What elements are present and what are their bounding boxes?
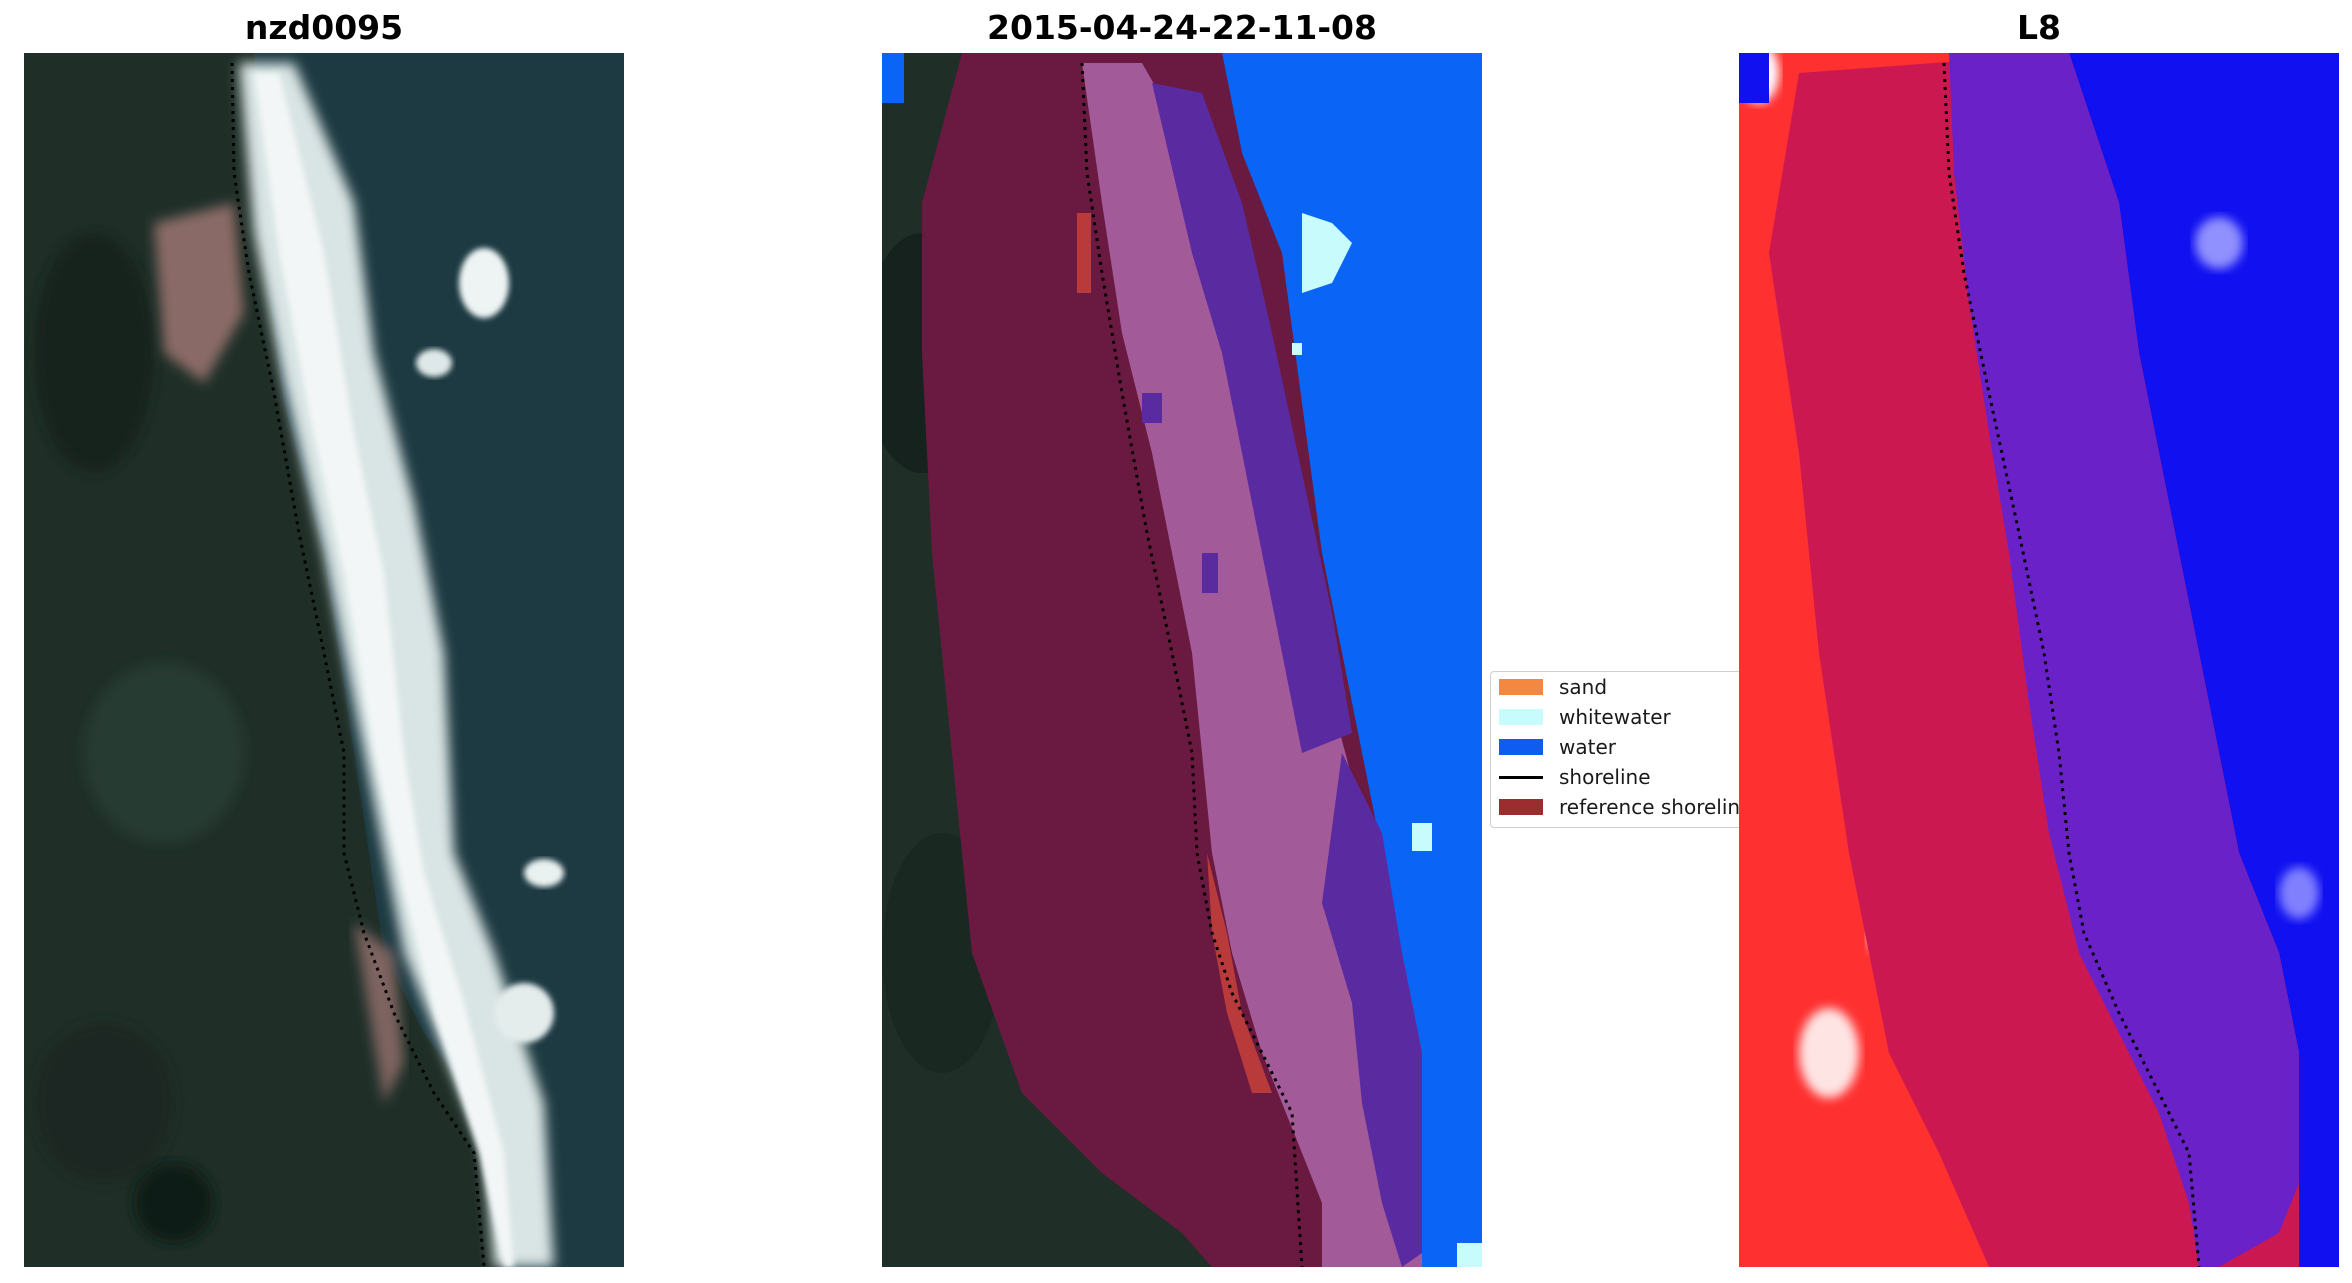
reference-shoreline-swatch bbox=[1499, 799, 1543, 815]
classification-panel bbox=[882, 53, 1482, 1267]
index-panel bbox=[1739, 53, 2339, 1267]
buffer-sand bbox=[1082, 63, 1422, 1267]
legend-label: whitewater bbox=[1559, 705, 1671, 729]
buffer-sea bbox=[1152, 83, 1352, 753]
legend-item-reference-shoreline: reference shoreline bbox=[1499, 795, 1746, 819]
legend-label: sand bbox=[1559, 675, 1608, 699]
panel-title-rgb: nzd0095 bbox=[244, 8, 404, 47]
buffer-sea-index bbox=[1949, 53, 2299, 1267]
legend-label: reference shoreline bbox=[1559, 795, 1746, 819]
sand-swatch bbox=[1499, 679, 1543, 695]
legend: sand whitewater water shoreline referenc… bbox=[1490, 671, 1746, 828]
water-swatch bbox=[1499, 739, 1543, 755]
legend-label: shoreline bbox=[1559, 765, 1651, 789]
legend-item-sand: sand bbox=[1499, 675, 1608, 699]
panel-title-index: L8 bbox=[2017, 8, 2061, 47]
legend-label: water bbox=[1559, 735, 1616, 759]
legend-item-water: water bbox=[1499, 735, 1616, 759]
water-index-area bbox=[2069, 53, 2339, 1267]
reference-shoreline-strip bbox=[1077, 213, 1091, 293]
whitewater-swatch bbox=[1499, 709, 1543, 725]
panel-title-classification: 2015-04-24-22-11-08 bbox=[987, 8, 1377, 47]
legend-item-shoreline: shoreline bbox=[1499, 765, 1651, 789]
shoreline-line-swatch bbox=[1499, 775, 1543, 779]
index-map bbox=[1739, 53, 2339, 1267]
whitewater-patch bbox=[1302, 213, 1352, 293]
rgb-satellite-image bbox=[24, 53, 624, 1267]
shoreline-trace bbox=[230, 62, 486, 1267]
classification-map bbox=[882, 53, 1482, 1267]
rgb-image-panel bbox=[24, 53, 624, 1267]
legend-item-whitewater: whitewater bbox=[1499, 705, 1671, 729]
